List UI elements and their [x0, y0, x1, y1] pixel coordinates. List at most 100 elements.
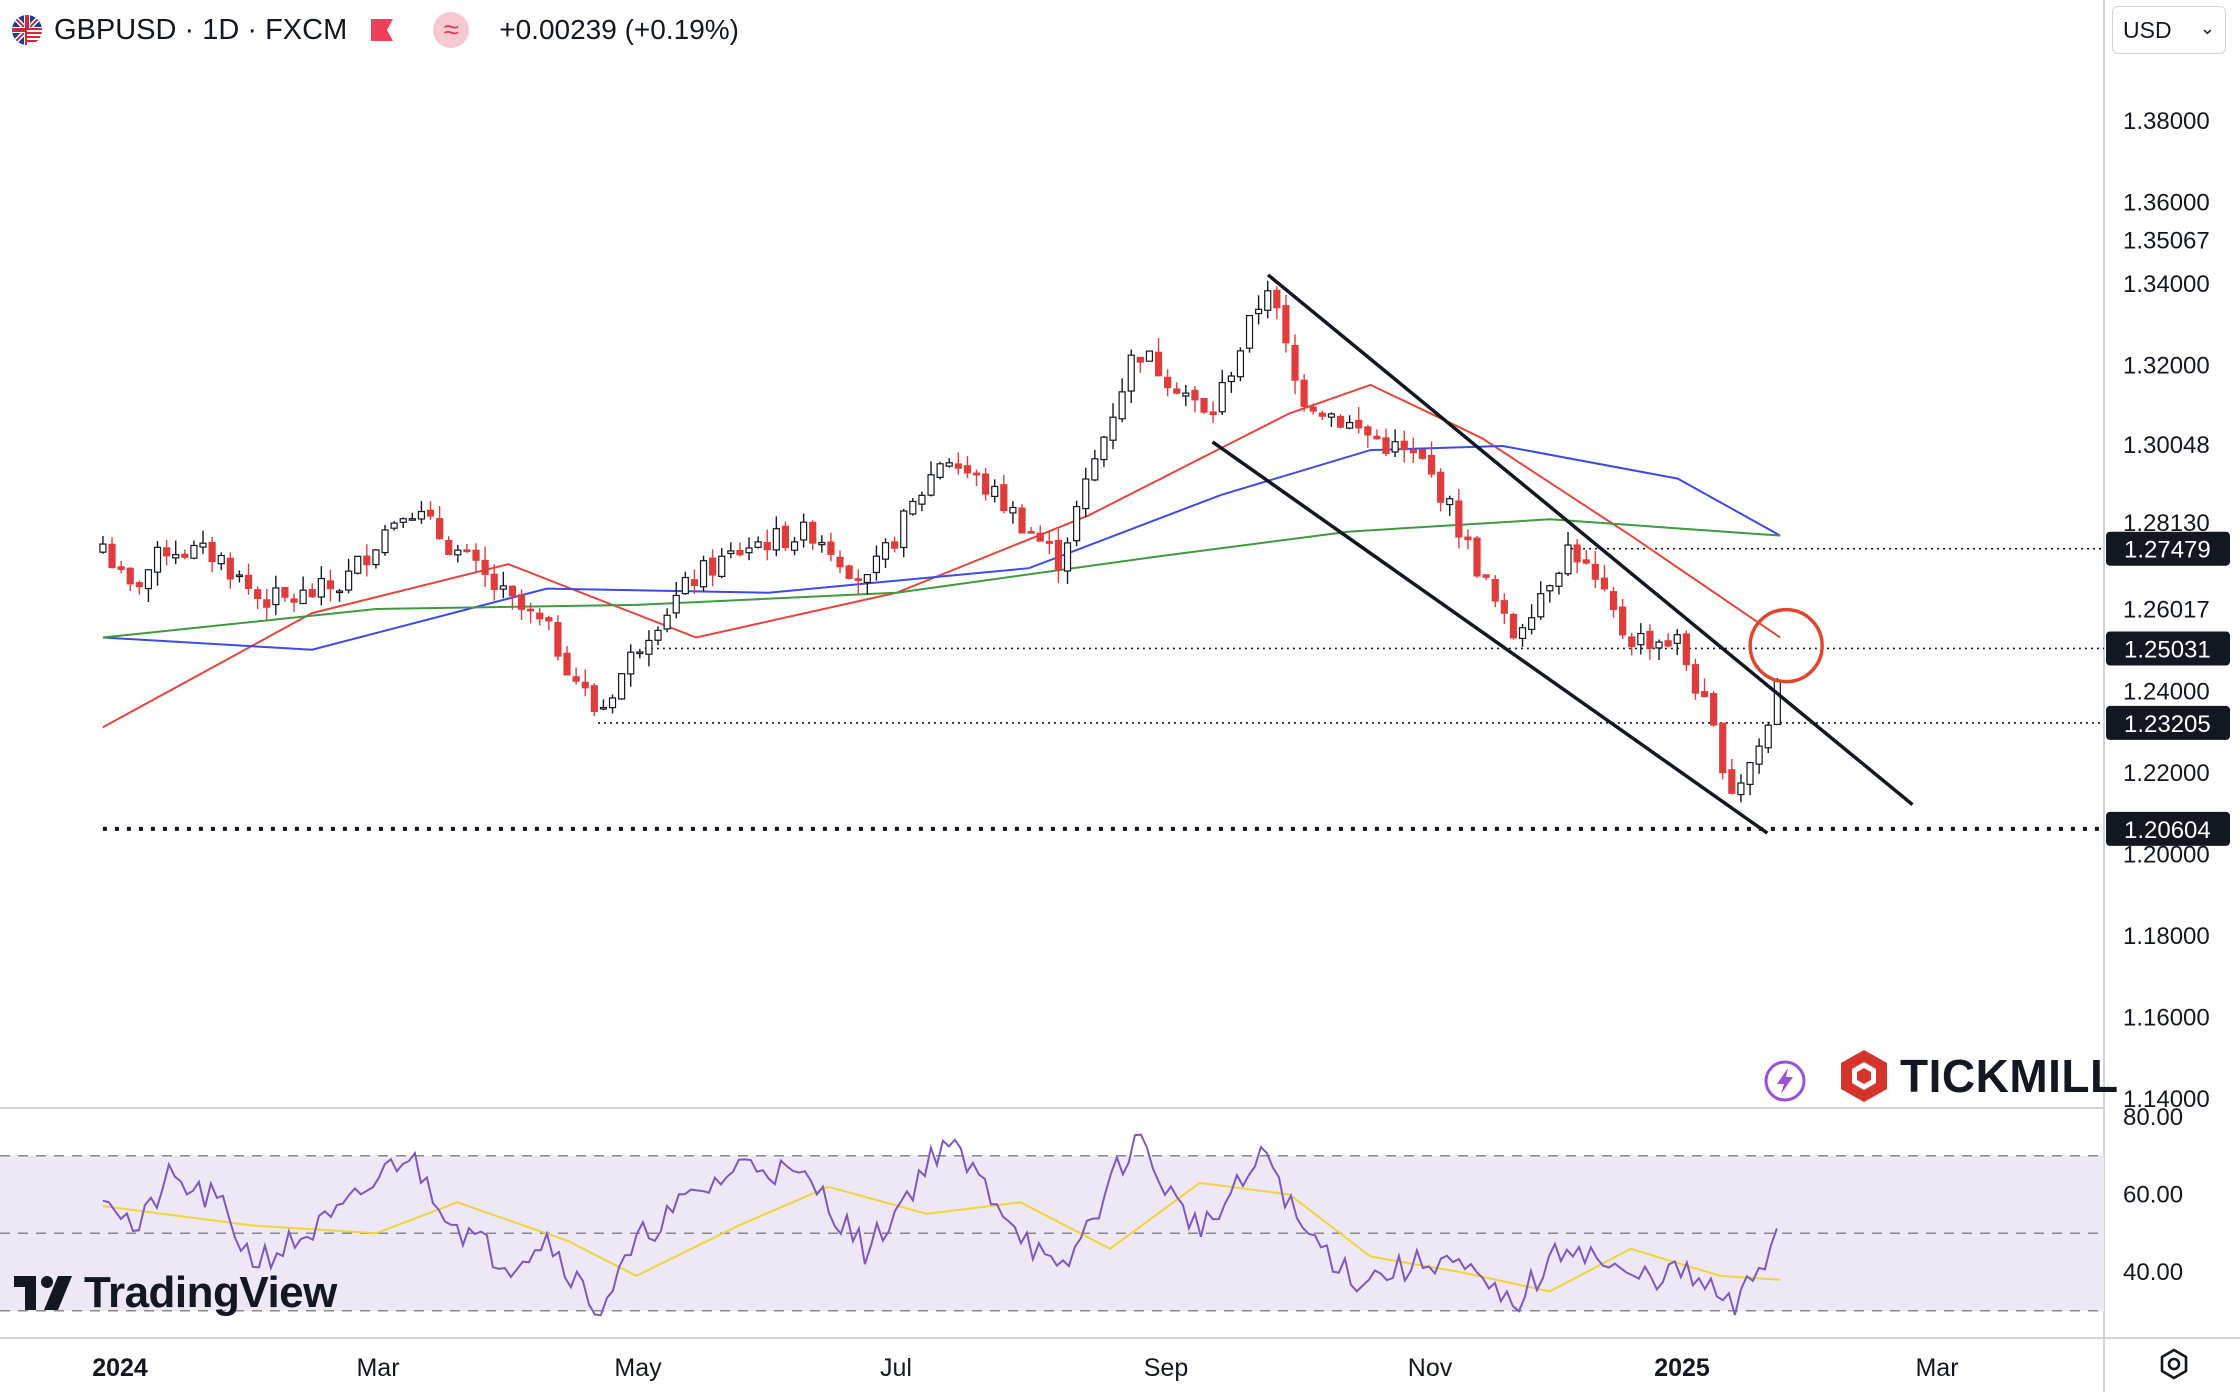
candle-body — [1464, 536, 1472, 541]
price-tag[interactable] — [2106, 811, 2230, 846]
candle-body — [1391, 441, 1399, 453]
candle-body — [1336, 415, 1345, 428]
candle-body — [727, 550, 735, 555]
price-tick-label: 1.26017 — [2123, 596, 2210, 623]
rsi-tick-label: 60.00 — [2123, 1182, 2183, 1209]
candle-body — [1455, 500, 1463, 538]
price-tick-label: 1.16000 — [2123, 1005, 2210, 1032]
candle-body — [709, 557, 717, 576]
candle-body — [618, 673, 626, 700]
candle-body — [1082, 478, 1090, 510]
candle-body — [781, 525, 790, 549]
candle-body — [335, 590, 344, 594]
time-axis-label: 2025 — [1654, 1354, 1710, 1382]
candle-body — [590, 685, 598, 712]
price-tag-label: 1.25031 — [2124, 636, 2211, 663]
channel-trend-line[interactable] — [1266, 273, 1914, 806]
candle-body — [181, 553, 189, 558]
candle-body — [545, 617, 553, 622]
candle-body — [927, 474, 935, 496]
tickmill-wordmark: TICKMILL — [1900, 1050, 2119, 1102]
symbol-header: GBPUSD · 1D · FXCM ≈ +0.00239 (+0.19%) — [12, 10, 739, 50]
approx-icon[interactable]: ≈ — [433, 12, 470, 48]
candle-body — [1218, 381, 1226, 413]
candle-body — [1073, 505, 1081, 542]
candle-body — [208, 541, 216, 563]
highlight-circle[interactable] — [1748, 607, 1824, 684]
candle-body — [800, 521, 808, 541]
candle-body — [1154, 351, 1163, 377]
candle-body — [290, 598, 298, 603]
candle-body — [1400, 440, 1408, 451]
price-tick-label: 1.32000 — [2123, 353, 2210, 380]
candle-body — [1655, 641, 1663, 649]
currency-select[interactable]: USD ⌄ — [2112, 6, 2226, 54]
candle-body — [263, 599, 271, 608]
candle-body — [1327, 413, 1336, 418]
price-tick-label: 1.18000 — [2123, 923, 2210, 950]
candle-body — [1282, 305, 1290, 344]
price-tag-label: 1.20604 — [2124, 817, 2211, 844]
symbol-title[interactable]: GBPUSD · 1D · FXCM — [54, 13, 348, 46]
candle-body — [1364, 426, 1372, 436]
candle-body — [972, 472, 981, 476]
candle-body — [809, 521, 817, 544]
candle-body — [900, 510, 908, 549]
candle-body — [399, 518, 407, 523]
candle-body — [1109, 416, 1117, 441]
candle-body — [426, 509, 435, 517]
candle-body — [1482, 574, 1490, 578]
candle-body — [308, 589, 316, 598]
uk-us-flag-icon — [12, 15, 42, 45]
candle-body — [854, 578, 862, 581]
candle-body — [1245, 314, 1254, 349]
candle-body — [190, 544, 198, 559]
candle-body — [581, 681, 589, 689]
candle-body — [718, 555, 726, 578]
channel-trend-line[interactable] — [1211, 440, 1769, 835]
price-tag[interactable] — [2106, 705, 2230, 740]
candle-body — [1300, 379, 1308, 407]
moving-average-line — [102, 518, 1781, 639]
price-tick-label: 1.36000 — [2123, 190, 2210, 217]
currency-value: USD — [2123, 16, 2172, 43]
candle-body — [1764, 724, 1772, 749]
candle-body — [818, 542, 826, 546]
candle-body — [1091, 458, 1099, 481]
candle-body — [1373, 435, 1381, 440]
tickmill-logo: TICKMILL — [1838, 1048, 2119, 1104]
time-axis-label: May — [614, 1354, 662, 1382]
candle-body — [1264, 290, 1272, 311]
moving-average-line — [102, 444, 1781, 651]
candle-body — [608, 697, 617, 709]
candle-body — [244, 574, 253, 589]
candle-body — [690, 579, 699, 586]
candle-body — [417, 510, 426, 520]
price-tick-label: 1.22000 — [2123, 760, 2210, 787]
chevron-down-icon: ⌄ — [2199, 18, 2215, 38]
candle-body — [363, 555, 371, 566]
candle-body — [1255, 308, 1263, 315]
candle-body — [1528, 617, 1536, 631]
tradingview-logo: TradingView — [14, 1268, 337, 1318]
candle-body — [1054, 539, 1063, 571]
price-tick-label: 1.14000 — [2123, 1086, 2210, 1113]
settings-gear-icon[interactable] — [2156, 1346, 2192, 1382]
price-tag[interactable] — [2106, 631, 2230, 666]
candle-body — [144, 569, 153, 590]
candle-body — [1145, 350, 1154, 362]
candle-body — [1619, 606, 1627, 636]
candle-body — [881, 542, 890, 560]
lightning-icon[interactable] — [1762, 1058, 1808, 1104]
flag-icon[interactable] — [369, 17, 395, 43]
time-axis-label: Jul — [880, 1354, 912, 1382]
price-tag[interactable] — [2106, 531, 2230, 566]
candle-body — [1136, 356, 1144, 363]
time-axis-label: 2024 — [92, 1354, 148, 1382]
candle-body — [1518, 627, 1527, 640]
candle-body — [1682, 633, 1690, 666]
candle-body — [317, 578, 325, 598]
candle-body — [909, 500, 917, 515]
candle-body — [572, 676, 580, 682]
